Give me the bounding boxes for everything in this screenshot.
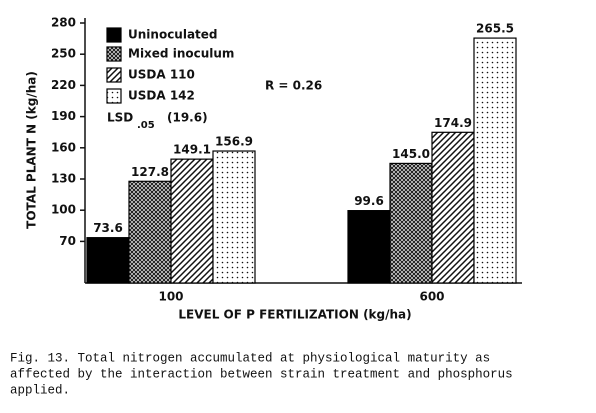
r-annotation: R = 0.26 [265, 79, 322, 93]
legend-label: Mixed inoculum [128, 47, 234, 61]
x-tick-label: 100 [158, 290, 183, 304]
bar [86, 237, 130, 284]
value-label: 73.6 [93, 221, 123, 235]
bar [170, 158, 214, 284]
legend-label: Uninoculated [128, 28, 218, 42]
y-tick-label: 280 [51, 16, 76, 30]
value-label: 127.8 [131, 165, 169, 179]
x-axis-label: LEVEL OF P FERTILIZATION (kg/ha) [178, 308, 411, 322]
caption-line: Fig. 13. Total nitrogen accumulated at p… [10, 351, 490, 365]
y-tick-label: 70 [59, 234, 76, 248]
legend-swatch [106, 67, 122, 83]
legend-swatch [106, 27, 122, 43]
value-label: 149.1 [173, 143, 211, 157]
value-label: 174.9 [434, 116, 472, 130]
lsd-value: (19.6) [167, 111, 208, 125]
y-tick-label: 190 [51, 109, 76, 123]
x-tick-label: 600 [419, 290, 444, 304]
legend-swatch [106, 88, 122, 104]
bar [473, 37, 517, 284]
y-tick-label: 100 [51, 203, 76, 217]
legend-label: USDA 142 [128, 89, 195, 103]
y-tick-label: 130 [51, 172, 76, 186]
value-label: 99.6 [354, 194, 384, 208]
caption-line: applied. [10, 383, 70, 397]
bar [128, 180, 172, 284]
value-label: 145.0 [392, 147, 430, 161]
legend-swatch [106, 46, 122, 62]
y-tick-label: 160 [51, 140, 76, 154]
bar [431, 131, 475, 284]
legend-label: USDA 110 [128, 68, 195, 82]
caption-line: affected by the interaction between stra… [10, 367, 513, 381]
lsd-subscript: .05 [137, 120, 155, 131]
lsd-annotation: LSD [107, 111, 133, 125]
y-tick-label: 220 [51, 78, 76, 92]
bar [389, 162, 433, 284]
bar [347, 210, 391, 284]
bar [212, 150, 256, 284]
y-tick-label: 250 [51, 47, 76, 61]
y-axis-label: TOTAL PLANT N (kg/ha) [25, 71, 39, 229]
value-label: 265.5 [476, 22, 514, 36]
value-label: 156.9 [215, 135, 253, 149]
